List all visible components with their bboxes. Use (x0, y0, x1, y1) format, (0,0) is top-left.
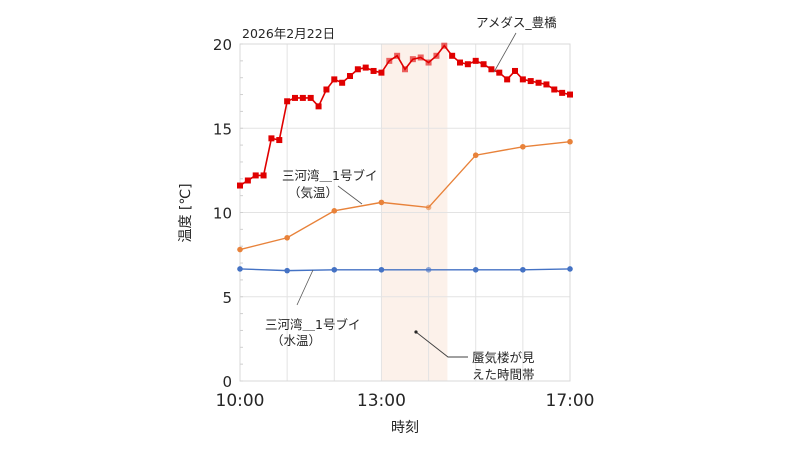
x-tick-label: 17:00 (546, 391, 595, 411)
y-axis-ticks: 0 5 10 15 20 (213, 36, 232, 391)
data-point-square (402, 66, 408, 73)
mirage-leader-line (415, 331, 468, 358)
data-point-square (362, 64, 369, 71)
data-point-square (252, 172, 259, 179)
series-line (239, 268, 571, 272)
data-point-square (441, 42, 448, 49)
data-point-square (237, 182, 243, 189)
data-point-square (378, 69, 385, 76)
series-0 (237, 42, 573, 189)
air-temp-leader-line (337, 185, 363, 205)
amedas-series-label: アメダス_豊橋 (476, 15, 557, 30)
data-point-square (268, 135, 275, 142)
data-point-square (315, 103, 322, 110)
data-point-square (339, 79, 346, 86)
mirage-leader-dot (414, 330, 418, 334)
data-point-square (244, 177, 251, 184)
data-point-circle (237, 246, 243, 253)
water-temp-label-line1: 三河湾＿1号ブイ (265, 317, 360, 332)
data-point-square (292, 94, 299, 101)
series-line (239, 141, 571, 251)
data-point-circle (425, 204, 432, 211)
data-point-square (417, 54, 424, 61)
y-axis-title: 温度 [℃] (178, 183, 194, 242)
data-point-circle (472, 152, 479, 159)
y-tick-label: 20 (213, 36, 232, 54)
data-point-square (567, 91, 573, 98)
series-2 (237, 266, 573, 274)
data-point-circle (567, 266, 573, 272)
water-temp-label-line2: （水温） (271, 333, 321, 348)
data-point-square (425, 59, 432, 66)
data-point-square (457, 59, 464, 66)
data-point-square (496, 69, 503, 76)
data-point-square (511, 67, 518, 74)
data-point-square (370, 67, 377, 74)
water-temp-leader-line (296, 269, 314, 306)
data-point-circle (284, 267, 290, 274)
data-point-square (543, 81, 550, 88)
data-point-square (480, 61, 487, 68)
data-point-circle (520, 266, 526, 273)
data-point-square (276, 137, 283, 144)
data-point-square (433, 52, 440, 59)
x-axis-ticks: 10:00 13:00 17:00 (216, 391, 595, 411)
data-point-square (449, 52, 456, 59)
data-point-circle (331, 266, 338, 273)
y-tick-label: 10 (213, 205, 232, 223)
data-point-square (409, 56, 416, 63)
data-point-square (346, 73, 353, 80)
y-minor-ticks (240, 43, 243, 382)
data-point-square (559, 89, 566, 96)
data-point-square (260, 172, 267, 179)
data-point-circle (567, 138, 573, 145)
y-tick-label: 5 (222, 289, 232, 307)
data-point-square (323, 86, 330, 93)
data-point-square (551, 86, 558, 93)
data-point-circle (472, 266, 479, 273)
x-axis-title: 時刻 (391, 420, 419, 436)
air-temp-label-line2: （気温） (288, 185, 338, 200)
x-tick-label: 10:00 (216, 391, 265, 411)
data-point-square (464, 61, 471, 68)
data-point-square (284, 98, 291, 105)
data-point-circle (425, 266, 432, 273)
data-point-circle (378, 266, 385, 273)
data-point-circle (378, 199, 385, 206)
series-1 (237, 138, 573, 253)
data-point-square (331, 76, 338, 83)
data-point-square (299, 94, 306, 101)
air-temp-label-line1: 三河湾＿1号ブイ (282, 168, 377, 183)
data-point-square (307, 94, 314, 101)
data-point-square (488, 66, 495, 73)
data-point-circle (237, 266, 243, 272)
data-point-square (386, 57, 393, 64)
amedas-leader-line (493, 32, 517, 73)
y-tick-label: 0 (222, 373, 232, 391)
data-point-circle (331, 208, 338, 214)
mirage-label-line1: 蜃気楼が見 (472, 350, 535, 365)
data-point-square (394, 52, 401, 59)
chart-date-title: 2026年2月22日 (242, 26, 335, 41)
data-point-circle (520, 143, 526, 150)
x-tick-label: 13:00 (357, 391, 406, 411)
mirage-label-line2: えた時間帯 (472, 367, 535, 382)
data-point-square (527, 78, 534, 85)
data-point-square (535, 79, 542, 86)
data-point-square (472, 57, 479, 64)
data-point-square (504, 76, 511, 83)
data-point-circle (284, 234, 290, 241)
data-point-square (354, 66, 361, 73)
data-point-square (519, 76, 526, 83)
y-tick-label: 15 (213, 120, 232, 138)
data-series (237, 42, 573, 274)
